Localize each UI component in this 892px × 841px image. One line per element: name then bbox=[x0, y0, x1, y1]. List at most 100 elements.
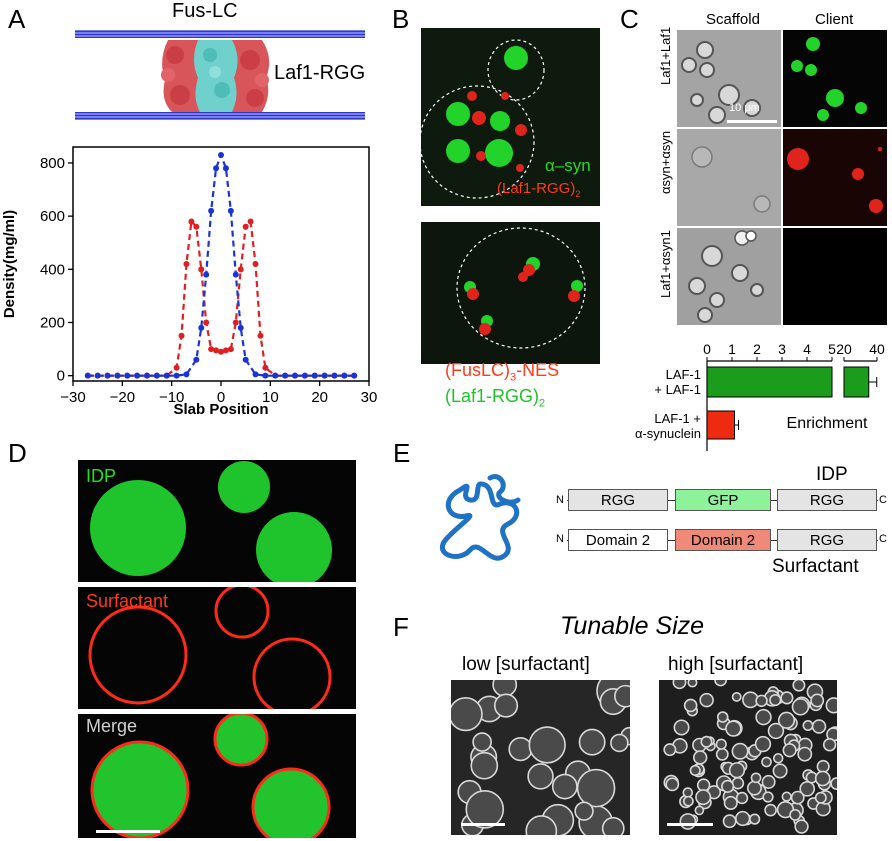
density-point bbox=[188, 218, 195, 225]
panel-b-top-droplets bbox=[421, 39, 545, 199]
surf-n-term: N bbox=[556, 533, 564, 545]
idp-construct-label: IDP bbox=[816, 464, 848, 485]
surf-c-term: C bbox=[879, 533, 887, 545]
density-point bbox=[227, 346, 234, 353]
density-ytick-label: 400 bbox=[40, 261, 65, 278]
density-plot-frame bbox=[72, 146, 370, 382]
droplet bbox=[601, 816, 625, 835]
droplet bbox=[746, 780, 762, 796]
droplet bbox=[673, 719, 690, 736]
droplet bbox=[728, 762, 746, 779]
enrich-tick-label: 3 bbox=[778, 341, 786, 357]
density-point bbox=[124, 372, 131, 379]
density-point bbox=[252, 371, 259, 378]
low-surfactant-label: low [surfactant] bbox=[462, 654, 590, 675]
droplet bbox=[755, 708, 772, 726]
droplet bbox=[797, 746, 813, 762]
density-point bbox=[262, 364, 269, 371]
density-point bbox=[114, 372, 121, 379]
droplet bbox=[679, 813, 697, 830]
enrich-category-label: LAF-1 + bbox=[654, 411, 701, 426]
density-point bbox=[282, 372, 289, 379]
density-xtick-label: 30 bbox=[361, 389, 378, 406]
droplet bbox=[761, 756, 772, 768]
density-point bbox=[163, 372, 170, 379]
enrich-category-label: α-synuclein bbox=[635, 426, 701, 441]
panel-d-idp-image: IDP bbox=[78, 460, 356, 582]
density-point bbox=[193, 356, 200, 363]
droplet bbox=[764, 803, 777, 817]
density-point bbox=[203, 319, 210, 326]
density-point bbox=[252, 261, 259, 267]
enrich-tick-label: 4 bbox=[803, 341, 811, 357]
droplet bbox=[816, 759, 830, 774]
droplet bbox=[614, 684, 630, 708]
droplet bbox=[715, 738, 727, 750]
density-point bbox=[104, 372, 111, 379]
density-point bbox=[153, 372, 160, 379]
droplet bbox=[508, 736, 533, 762]
density-chart: −30 −20 −10 0 10 20 30 0 200 400 600 800 Slab Posi… bbox=[1, 146, 378, 418]
idp-c-term: C bbox=[879, 494, 887, 506]
panel-b-top-image: α–syn (Laf1-RGG)2 bbox=[421, 28, 600, 206]
droplet bbox=[527, 763, 554, 790]
density-point bbox=[242, 356, 249, 363]
density-point bbox=[321, 372, 328, 379]
droplet bbox=[772, 753, 784, 764]
density-point bbox=[272, 372, 279, 379]
enrich-tick-label: 40 bbox=[869, 341, 885, 357]
droplet bbox=[735, 810, 751, 827]
droplet bbox=[721, 779, 735, 793]
surf-domain-2-white: Domain 2 bbox=[568, 529, 668, 551]
scale-label-c: 10 μm bbox=[729, 102, 760, 114]
density-xlabel: Slab Position bbox=[173, 401, 268, 418]
idp-n-term: N bbox=[556, 494, 564, 506]
density-point bbox=[183, 261, 190, 267]
droplet bbox=[683, 795, 694, 807]
droplet bbox=[665, 777, 680, 792]
fuslc-nes-label: (FusLC)3-NES bbox=[445, 360, 560, 384]
droplet bbox=[682, 787, 694, 798]
enrich-tick-label: 2 bbox=[753, 341, 761, 357]
density-point bbox=[213, 347, 220, 354]
droplet bbox=[810, 693, 825, 708]
droplet bbox=[761, 774, 776, 789]
client-row3 bbox=[783, 228, 887, 325]
droplet bbox=[731, 742, 749, 760]
droplet bbox=[723, 795, 738, 811]
client-header: Client bbox=[815, 11, 854, 28]
scale-bar-f-low bbox=[461, 823, 505, 826]
enrich-bar-1 bbox=[706, 410, 735, 440]
idp-domain-gfp: GFP bbox=[675, 489, 771, 511]
density-point bbox=[222, 347, 229, 354]
density-point bbox=[232, 319, 239, 326]
droplet bbox=[725, 720, 742, 737]
droplet bbox=[700, 735, 713, 748]
scaffold-row1: 10 μm bbox=[677, 30, 781, 127]
density-ytick-label: 200 bbox=[40, 315, 65, 332]
alpha-syn-label: α–syn bbox=[545, 156, 591, 175]
droplet bbox=[451, 697, 483, 732]
droplet bbox=[762, 791, 774, 803]
droplet bbox=[794, 819, 809, 834]
droplet bbox=[777, 711, 796, 729]
density-ylabel: Density(mg/ml) bbox=[1, 210, 18, 318]
density-point bbox=[242, 223, 249, 230]
droplet bbox=[825, 697, 837, 714]
enrich-bar-0-broken bbox=[843, 366, 870, 398]
fus-lc-cluster bbox=[194, 40, 238, 112]
low-surfactant-image bbox=[451, 680, 630, 835]
enrich-category-label: + LAF-1 bbox=[654, 382, 701, 397]
enrichment-chart: 0 1 2 3 4 5 20 40 LAF-1+ LAF-1 LAF-1 +α-synuclei… bbox=[635, 341, 885, 451]
fus-lc-label: Fus-LC bbox=[172, 0, 238, 22]
enrichment-xlabel: Enrichment bbox=[787, 415, 868, 432]
density-point bbox=[232, 271, 239, 278]
scaffold-header: Scaffold bbox=[706, 11, 760, 28]
surf-domain-2-red: Domain 2 bbox=[675, 529, 771, 551]
droplet bbox=[772, 763, 788, 779]
enrich-tick-label: 1 bbox=[728, 341, 736, 357]
droplet bbox=[782, 743, 797, 758]
density-xtick-label: −30 bbox=[60, 389, 85, 406]
droplet bbox=[576, 768, 616, 808]
density-point bbox=[311, 372, 318, 379]
